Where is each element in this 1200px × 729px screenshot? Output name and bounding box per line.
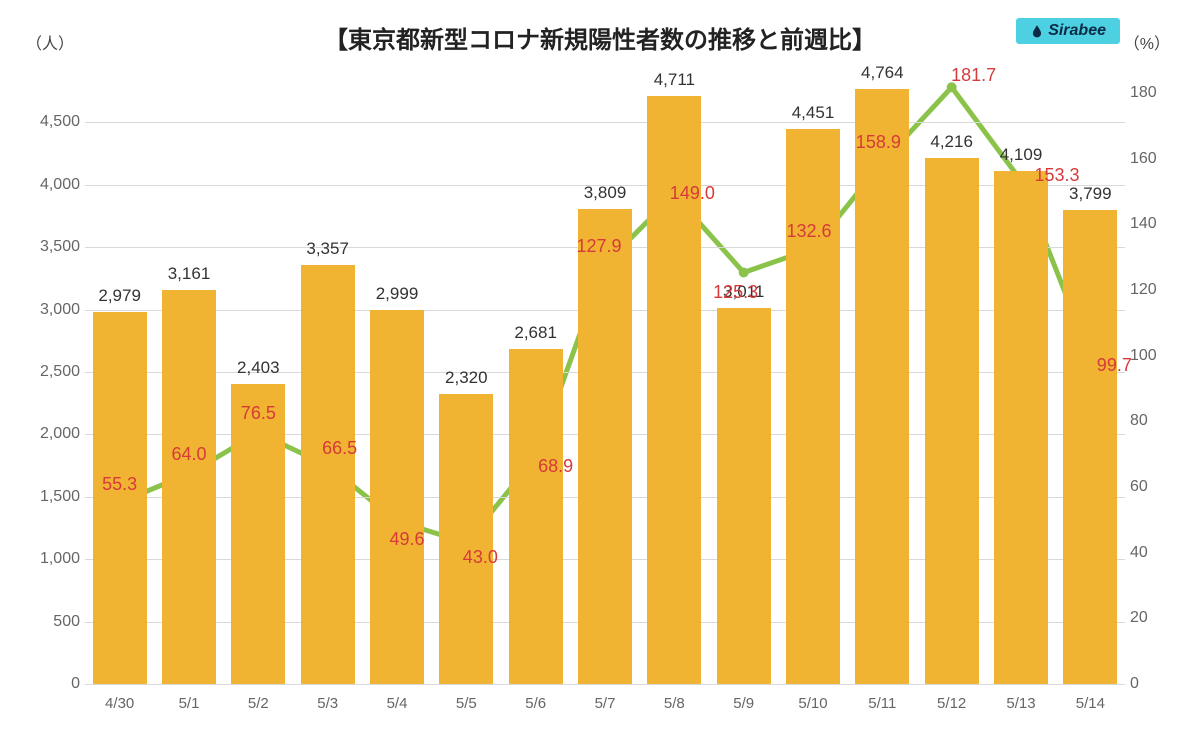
line-value-label: 43.0 — [463, 547, 498, 568]
x-tick: 5/10 — [798, 695, 827, 712]
bar-value-label: 2,320 — [445, 368, 488, 388]
y-left-tick: 1,500 — [25, 488, 80, 506]
y-left-tick: 3,500 — [25, 238, 80, 256]
brand-icon — [1030, 24, 1044, 38]
y-left-tick: 4,000 — [25, 176, 80, 194]
bar-value-label: 2,999 — [376, 284, 419, 304]
y-right-tick: 0 — [1130, 675, 1175, 693]
bar — [301, 265, 355, 684]
line-value-label: 149.0 — [670, 183, 715, 204]
x-tick: 5/6 — [525, 695, 546, 712]
line-value-label: 64.0 — [171, 444, 206, 465]
bar-value-label: 4,451 — [792, 103, 835, 123]
line-value-label: 66.5 — [322, 438, 357, 459]
y-right-tick: 160 — [1130, 150, 1175, 168]
chart: 【東京都新型コロナ新規陽性者数の推移と前週比】 Sirabee （人） （%） … — [0, 0, 1200, 729]
x-tick: 5/9 — [733, 695, 754, 712]
bar-value-label: 2,681 — [514, 323, 557, 343]
line-value-label: 181.7 — [951, 65, 996, 86]
y-right-tick: 180 — [1130, 84, 1175, 102]
bar — [717, 308, 771, 684]
bar-value-label: 2,979 — [98, 286, 141, 306]
grid-line — [85, 684, 1125, 685]
y-right-tick: 40 — [1130, 544, 1175, 562]
x-tick: 4/30 — [105, 695, 134, 712]
bar — [578, 209, 632, 684]
bar — [994, 171, 1048, 684]
y-left-tick: 4,500 — [25, 113, 80, 131]
y-left-tick: 1,000 — [25, 550, 80, 568]
bar — [786, 129, 840, 684]
bar — [162, 290, 216, 684]
bar — [855, 89, 909, 684]
line-value-label: 99.7 — [1097, 355, 1132, 376]
x-tick: 5/5 — [456, 695, 477, 712]
grid-line — [85, 122, 1125, 123]
x-tick: 5/7 — [595, 695, 616, 712]
y-right-tick: 80 — [1130, 412, 1175, 430]
line-value-label: 158.9 — [856, 132, 901, 153]
bar-value-label: 4,216 — [930, 132, 973, 152]
bar — [93, 312, 147, 684]
bar-value-label: 2,403 — [237, 358, 280, 378]
x-tick: 5/1 — [179, 695, 200, 712]
line-value-label: 132.6 — [786, 221, 831, 242]
y-left-tick: 500 — [25, 613, 80, 631]
y-right-unit: （%） — [1124, 30, 1170, 54]
bar — [509, 349, 563, 684]
y-right-tick: 140 — [1130, 215, 1175, 233]
bar-value-label: 4,764 — [861, 63, 904, 83]
x-tick: 5/8 — [664, 695, 685, 712]
x-tick: 5/4 — [387, 695, 408, 712]
y-left-tick: 2,000 — [25, 425, 80, 443]
bar — [925, 158, 979, 684]
line-value-label: 127.9 — [576, 236, 621, 257]
x-tick: 5/2 — [248, 695, 269, 712]
line-value-label: 55.3 — [102, 474, 137, 495]
x-tick: 5/12 — [937, 695, 966, 712]
bar — [439, 394, 493, 684]
brand-text: Sirabee — [1048, 22, 1106, 40]
x-tick: 5/13 — [1006, 695, 1035, 712]
y-left-tick: 3,000 — [25, 301, 80, 319]
bar — [370, 310, 424, 684]
x-tick: 5/3 — [317, 695, 338, 712]
bar-value-label: 3,799 — [1069, 184, 1112, 204]
line-value-label: 125.3 — [713, 282, 758, 303]
plot-area: 05001,0001,5002,0002,5003,0003,5004,0004… — [85, 60, 1125, 684]
y-right-tick: 120 — [1130, 281, 1175, 299]
line-value-label: 49.6 — [389, 529, 424, 550]
y-right-tick: 100 — [1130, 347, 1175, 365]
brand-badge: Sirabee — [1016, 18, 1120, 44]
line-value-label: 153.3 — [1034, 165, 1079, 186]
bar — [231, 384, 285, 684]
bar — [1063, 210, 1117, 684]
bar-value-label: 4,711 — [654, 70, 695, 90]
y-left-unit: （人） — [26, 30, 74, 54]
x-tick: 5/11 — [868, 695, 896, 712]
bar-value-label: 4,109 — [1000, 145, 1043, 165]
bar-value-label: 3,161 — [168, 264, 211, 284]
bar-value-label: 3,357 — [306, 239, 349, 259]
x-tick: 5/14 — [1076, 695, 1105, 712]
line-value-label: 68.9 — [538, 456, 573, 477]
y-right-tick: 60 — [1130, 478, 1175, 496]
y-left-tick: 2,500 — [25, 363, 80, 381]
y-right-tick: 20 — [1130, 609, 1175, 627]
bar-value-label: 3,809 — [584, 183, 627, 203]
line-value-label: 76.5 — [241, 403, 276, 424]
y-left-tick: 0 — [25, 675, 80, 693]
